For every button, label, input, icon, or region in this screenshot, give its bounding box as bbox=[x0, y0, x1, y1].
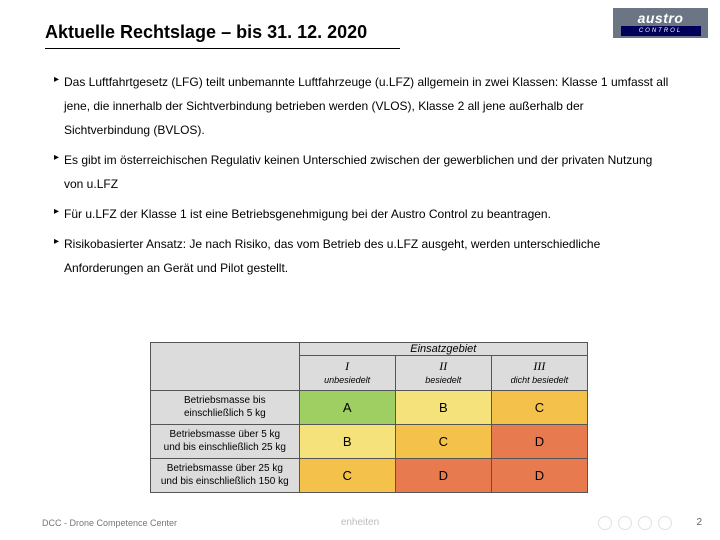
table-row: Betriebsmasse bis einschließlich 5 kg A … bbox=[151, 391, 588, 425]
footer-circle-icon bbox=[598, 516, 612, 530]
footer-circle-icon bbox=[618, 516, 632, 530]
cell-r1c1: A bbox=[299, 391, 395, 425]
col-2-sub: besiedelt bbox=[425, 375, 461, 385]
col-3: III dicht besiedelt bbox=[491, 356, 587, 391]
bullet-4: Risikobasierter Ansatz: Je nach Risiko, … bbox=[54, 232, 670, 280]
super-header: Einsatzgebiet bbox=[299, 343, 587, 356]
cell-r3c2: D bbox=[395, 459, 491, 493]
col-2-rn: II bbox=[439, 359, 447, 373]
footer: DCC - Drone Competence Center enheiten 2 bbox=[0, 510, 720, 532]
footer-circle-icon bbox=[638, 516, 652, 530]
col-2: II besiedelt bbox=[395, 356, 491, 391]
table-row: Betriebsmasse über 25 kg und bis einschl… bbox=[151, 459, 588, 493]
col-3-rn: III bbox=[533, 359, 545, 373]
footer-page-number: 2 bbox=[696, 517, 702, 528]
cell-r1c2: B bbox=[395, 391, 491, 425]
content-area: Das Luftfahrtgesetz (LFG) teilt unbemann… bbox=[54, 70, 670, 286]
slide: austro CONTROL Aktuelle Rechtslage – bis… bbox=[0, 0, 720, 540]
cell-r3c1: C bbox=[299, 459, 395, 493]
footer-circle-icon bbox=[658, 516, 672, 530]
risk-table: Einsatzgebiet I unbesiedelt II besiedelt… bbox=[150, 342, 588, 493]
cell-r2c3: D bbox=[491, 425, 587, 459]
bullet-1: Das Luftfahrtgesetz (LFG) teilt unbemann… bbox=[54, 70, 670, 142]
cell-r2c1: B bbox=[299, 425, 395, 459]
bullet-3: Für u.LFZ der Klasse 1 ist eine Betriebs… bbox=[54, 202, 670, 226]
corner-cell bbox=[151, 343, 300, 391]
col-1-rn: I bbox=[345, 359, 349, 373]
cell-r3c3: D bbox=[491, 459, 587, 493]
cell-r2c2: C bbox=[395, 425, 491, 459]
risk-matrix-table: Einsatzgebiet I unbesiedelt II besiedelt… bbox=[150, 342, 588, 493]
logo-text-top: austro bbox=[638, 11, 684, 25]
logo-bar: CONTROL bbox=[621, 26, 701, 36]
footer-icons bbox=[598, 516, 672, 530]
cell-r1c3: C bbox=[491, 391, 587, 425]
austro-control-logo: austro CONTROL bbox=[613, 8, 708, 38]
title-underline bbox=[45, 48, 400, 49]
row-3-label: Betriebsmasse über 25 kg und bis einschl… bbox=[151, 459, 300, 493]
row-1-label: Betriebsmasse bis einschließlich 5 kg bbox=[151, 391, 300, 425]
row-2-label: Betriebsmasse über 5 kg und bis einschli… bbox=[151, 425, 300, 459]
bullet-2: Es gibt im österreichischen Regulativ ke… bbox=[54, 148, 670, 196]
table-row: Betriebsmasse über 5 kg und bis einschli… bbox=[151, 425, 588, 459]
col-3-sub: dicht besiedelt bbox=[511, 375, 569, 385]
col-1: I unbesiedelt bbox=[299, 356, 395, 391]
logo-text-bottom: CONTROL bbox=[639, 28, 682, 34]
footer-center: enheiten bbox=[341, 517, 379, 528]
slide-title: Aktuelle Rechtslage – bis 31. 12. 2020 bbox=[45, 22, 367, 43]
footer-left: DCC - Drone Competence Center bbox=[42, 518, 177, 528]
col-1-sub: unbesiedelt bbox=[324, 375, 370, 385]
